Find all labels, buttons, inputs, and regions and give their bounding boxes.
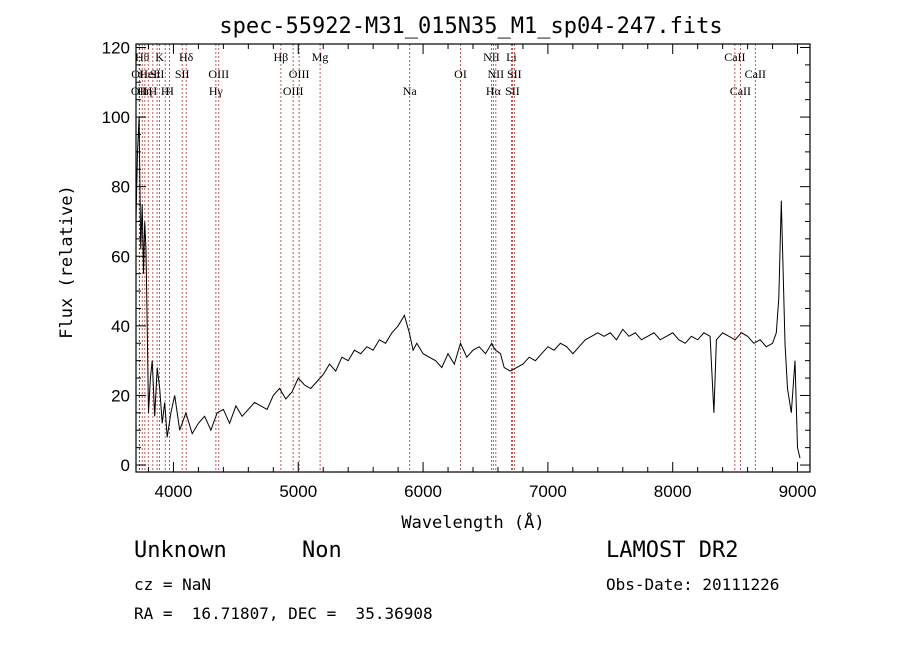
x-tick-label: 7000 (529, 482, 567, 501)
y-tick-label: 0 (121, 456, 130, 475)
survey-name: LAMOST DR2 (606, 538, 739, 563)
x-tick-label: 5000 (279, 482, 317, 501)
line-marker-label: OI (454, 67, 467, 81)
line-marker-label: CaII (724, 50, 745, 64)
line-marker-label: NII (483, 50, 500, 64)
line-marker-label: K (155, 50, 164, 64)
y-tick-label: 60 (111, 247, 130, 266)
line-marker-label: SII (505, 84, 520, 98)
x-tick-label: 6000 (404, 482, 442, 501)
spectrum-line (135, 117, 801, 459)
y-tick-label: 80 (111, 178, 130, 197)
line-marker-label: SII (507, 67, 522, 81)
line-marker-label: H (165, 84, 174, 98)
line-marker-label: H (149, 84, 158, 98)
line-marker-label: Hγ (209, 84, 224, 98)
redshift-cz: cz = NaN (134, 575, 212, 594)
y-tick-label: 100 (102, 108, 130, 127)
y-axis-label: Flux (relative) (57, 185, 77, 339)
coordinates: RA = 16.71807, DEC = 35.36908 (134, 604, 433, 623)
object-subclass: Non (302, 538, 342, 563)
y-tick-label: 120 (102, 38, 130, 57)
line-marker-label: Hη (137, 84, 152, 98)
line-marker-label: SII (150, 67, 165, 81)
line-marker-label: Mg (312, 50, 329, 64)
line-marker-label: OIII (208, 67, 229, 81)
line-marker-label: Hθ (135, 50, 150, 64)
line-marker-label: Na (403, 84, 418, 98)
x-axis-label: Wavelength (Å) (401, 511, 544, 533)
x-tick-label: 9000 (779, 482, 817, 501)
line-marker-label: Hδ (179, 50, 194, 64)
line-marker-label: OIII (289, 67, 310, 81)
line-marker-label: OII (131, 84, 148, 98)
line-marker-label: H (161, 84, 170, 98)
y-axis: 0 20 40 60 80 100 120 (102, 38, 810, 475)
line-marker-label: Hβ (274, 50, 289, 64)
line-marker-label: CaII (745, 67, 766, 81)
chart-title: spec-55922-M31_015N35_M1_sp04-247.fits (219, 14, 722, 39)
line-marker-label: SII (175, 67, 190, 81)
x-tick-label: 4000 (155, 482, 193, 501)
y-tick-label: 40 (111, 317, 130, 336)
y-tick-label: 20 (111, 386, 130, 405)
observation-date: Obs-Date: 20111226 (606, 575, 780, 594)
object-class: Unknown (134, 538, 227, 563)
line-marker-label: NII (488, 67, 505, 81)
line-marker-label: OIII (283, 84, 304, 98)
x-tick-label: 8000 (654, 482, 692, 501)
line-marker-label: CaII (730, 84, 751, 98)
line-marker-label: Li (506, 50, 517, 64)
line-marker-label: Hα (486, 84, 502, 98)
x-axis: 4000 5000 6000 7000 8000 9000 (147, 44, 817, 501)
line-markers: OIIOIIHθHηHeIHSIIKHHSIIHδHγOIIIHβOIIIOII… (131, 44, 766, 472)
